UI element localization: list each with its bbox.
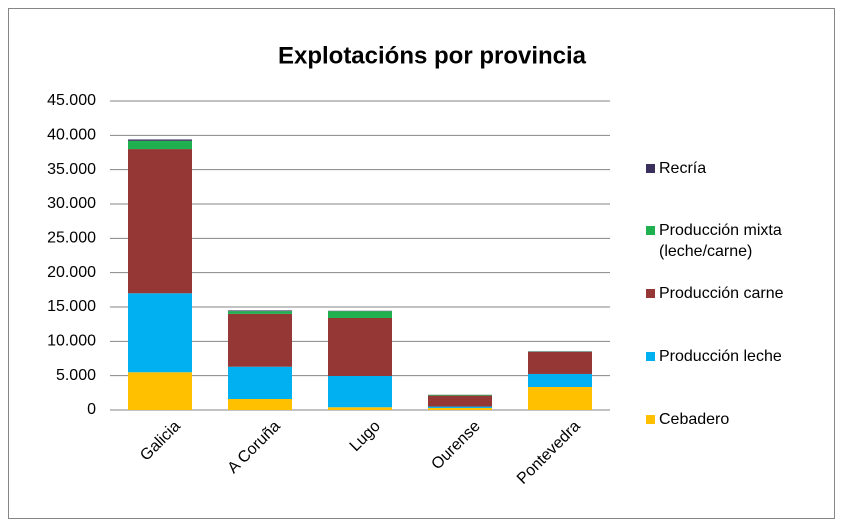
bar-segment [428, 394, 492, 396]
chart-title: Explotacións por provincia [278, 42, 587, 69]
bar-segment [528, 351, 592, 374]
y-tick-label: 30.000 [47, 195, 96, 212]
bar-segment [328, 376, 392, 408]
bar-segment [228, 311, 292, 314]
bar-segment [528, 373, 592, 387]
bar-segment [128, 149, 192, 294]
bar-segment [228, 366, 292, 400]
bar-segment [428, 407, 492, 410]
y-tick-label: 40.000 [47, 127, 96, 144]
bar-segment [328, 317, 392, 377]
bar-segment [128, 372, 192, 410]
bar-segment [128, 293, 192, 373]
legend-item: Producción carne [646, 283, 821, 304]
legend-label: Recría [659, 160, 707, 177]
bar-segment [428, 395, 492, 407]
legend-item: Recría [646, 158, 821, 179]
bar-segment [528, 386, 592, 410]
legend-swatch [646, 352, 655, 361]
bar-segment [428, 406, 492, 408]
bar-segment [128, 139, 192, 141]
y-tick-label: 25.000 [47, 230, 96, 247]
y-tick-label: 35.000 [47, 161, 96, 178]
y-tick-label: 20.000 [47, 264, 96, 281]
bar-segment [128, 140, 192, 150]
y-tick-label: 15.000 [47, 298, 96, 315]
y-tick-label: 0 [87, 401, 96, 418]
legend-item: Producción leche [646, 346, 821, 367]
y-tick-label: 45.000 [47, 92, 96, 109]
legend-label: Producción mixta (leche/carne) [659, 222, 782, 260]
legend-label: Producción carne [659, 285, 784, 302]
bar-segment [328, 407, 392, 410]
legend-item: Producción mixta (leche/carne) [646, 220, 821, 262]
legend-item: Cebadero [646, 409, 821, 430]
legend-label: Cebadero [659, 411, 730, 428]
legend-swatch [646, 289, 655, 298]
bar-segment [328, 311, 392, 318]
y-tick-label: 10.000 [47, 333, 96, 350]
bar-segment [228, 313, 292, 367]
legend-swatch [646, 415, 655, 424]
bar-segment [228, 399, 292, 410]
y-tick-label: 5.000 [56, 367, 96, 384]
legend-swatch [646, 226, 655, 235]
bar-segment [228, 310, 292, 312]
legend-swatch [646, 164, 655, 173]
legend-label: Producción leche [659, 348, 782, 365]
